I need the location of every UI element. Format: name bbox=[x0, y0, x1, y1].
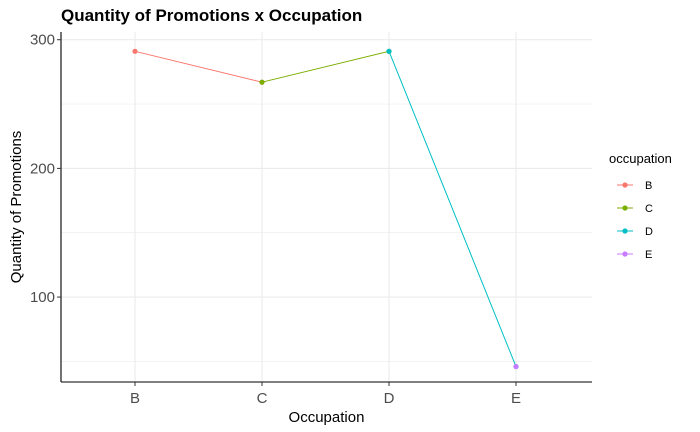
data-point-c bbox=[259, 79, 265, 85]
legend-label-c: C bbox=[645, 203, 653, 215]
x-tick-label: D bbox=[384, 390, 395, 407]
x-axis-title: Occupation bbox=[289, 409, 365, 426]
x-tick-label: E bbox=[511, 390, 521, 407]
y-axis-title: Quantity of Promotions bbox=[8, 131, 25, 284]
legend-key-point-d bbox=[622, 228, 628, 234]
data-point-d bbox=[386, 48, 392, 54]
x-tick-label: B bbox=[130, 390, 140, 407]
series-line-b bbox=[134, 50, 263, 83]
chart-title: Quantity of Promotions x Occupation bbox=[61, 6, 363, 25]
y-tick-label: 100 bbox=[30, 289, 55, 306]
legend-label-d: D bbox=[645, 226, 653, 238]
series-line-d bbox=[388, 51, 517, 367]
x-tick-label: C bbox=[257, 390, 268, 407]
legend-title: occupation bbox=[609, 151, 672, 166]
y-tick-label: 300 bbox=[30, 32, 55, 49]
y-tick-label: 200 bbox=[30, 160, 55, 177]
data-point-e bbox=[513, 363, 519, 370]
legend-key-point-c bbox=[622, 205, 628, 211]
legend-key-point-e bbox=[622, 251, 628, 257]
series-line-c bbox=[261, 50, 390, 83]
data-point-b bbox=[132, 48, 138, 54]
legend-label-b: B bbox=[645, 180, 652, 192]
legend-label-e: E bbox=[645, 249, 652, 261]
legend-key-point-b bbox=[622, 182, 628, 188]
